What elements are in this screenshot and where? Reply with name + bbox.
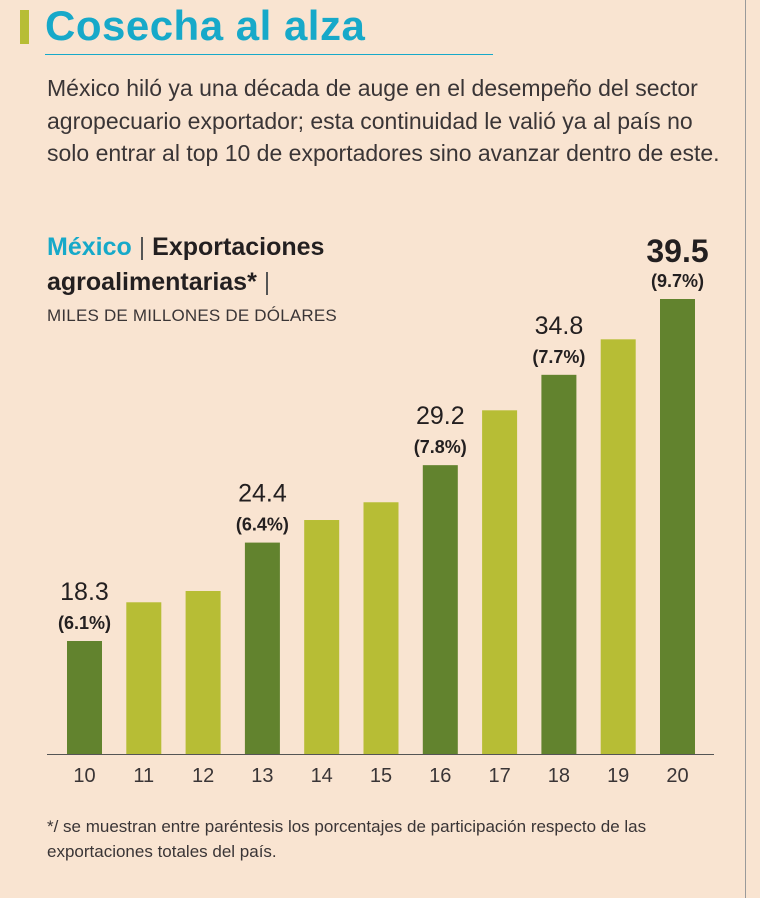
bar-18: [541, 374, 577, 754]
title-underline: [45, 54, 493, 55]
x-tick-label: 13: [251, 765, 273, 787]
data-label-share: (6.1%): [58, 613, 111, 633]
bar-14: [304, 520, 340, 754]
data-label-value: 24.4: [238, 480, 287, 508]
data-label-value: 39.5: [646, 233, 708, 269]
chart-title-country: México: [47, 233, 132, 261]
x-tick-label: 16: [429, 765, 451, 787]
chart-title-text: Exportaciones agroalimentarias*: [47, 233, 325, 296]
chart-unit-label: MILES DE MILLONES DE DÓLARES: [47, 306, 337, 325]
data-label-share: (9.7%): [651, 271, 704, 291]
x-tick-label: 11: [133, 765, 154, 787]
bar-11: [126, 602, 162, 754]
footnote: */ se muestran entre paréntesis los porc…: [47, 817, 647, 861]
x-tick-label: 20: [666, 765, 688, 787]
bar-20: [660, 299, 695, 754]
x-tick-label: 15: [370, 765, 392, 787]
bar-19: [600, 339, 636, 754]
x-tick-label: 17: [488, 765, 510, 787]
chart-title-separator-end: |: [263, 268, 271, 296]
x-tick-label: 12: [192, 765, 214, 787]
data-label-share: (7.8%): [414, 437, 467, 457]
chart-title-separator: |: [138, 233, 146, 261]
intro-paragraph: México hiló ya una década de auge en el …: [47, 75, 720, 166]
x-tick-label: 10: [73, 765, 95, 787]
page-title: Cosecha al alza: [45, 2, 366, 49]
x-tick-label: 19: [607, 765, 629, 787]
data-label-share: (6.4%): [236, 515, 289, 535]
bar-13: [244, 542, 280, 754]
data-label-value: 18.3: [60, 578, 109, 606]
bar-10: [67, 641, 102, 754]
chart-title: México | Exportaciones agroalimentarias*…: [47, 230, 447, 300]
x-tick-label: 14: [311, 765, 333, 787]
bar-17: [482, 410, 518, 754]
x-tick-label: 18: [548, 765, 570, 787]
data-label-share: (7.7%): [532, 347, 585, 367]
bar-16: [422, 465, 458, 754]
data-label-value: 29.2: [416, 402, 465, 430]
bar-12: [185, 590, 221, 754]
data-label-value: 34.8: [535, 312, 584, 340]
title-accent-bar: [20, 10, 29, 44]
page-edge-line: [745, 0, 746, 898]
bar-15: [363, 502, 399, 754]
